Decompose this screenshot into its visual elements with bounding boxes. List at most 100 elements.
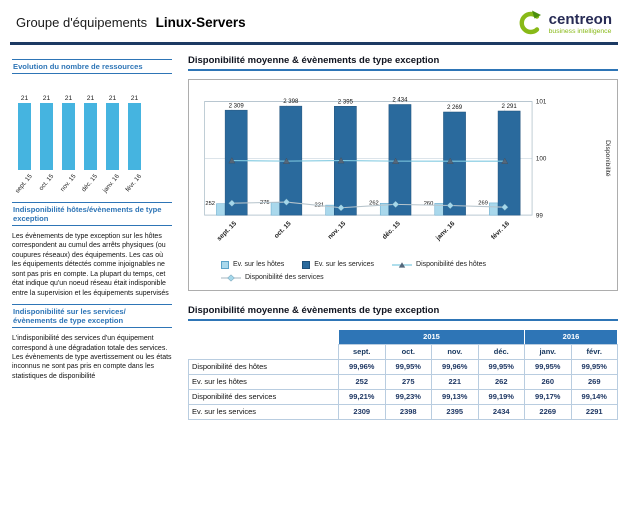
bar-column: 21 oct. 15 (37, 95, 56, 198)
triangle-marker (228, 157, 236, 164)
sidebar-section-title-services: Indisponibilité sur les services/ évènem… (12, 304, 172, 329)
legend-row: Disponibilité des services (193, 273, 613, 283)
legend-swatch (302, 260, 311, 269)
value-cell: 99,96% (338, 358, 386, 375)
content: Evolution du nombre de ressources 21 sept… (0, 45, 628, 420)
value-cell: 269 (570, 373, 618, 390)
value-cell: 2309 (338, 403, 386, 420)
x-axis-label: janv. 16 (434, 220, 457, 243)
value-cell: 2291 (570, 403, 618, 420)
availability-line (231, 160, 505, 162)
axis-tick-label: 99 (536, 212, 543, 219)
resource-bar (128, 103, 141, 170)
resource-bar (18, 103, 31, 170)
bar-value-label: 262 (369, 201, 379, 207)
bar-column: 21 déc. 15 (81, 95, 100, 198)
legend-label: Ev. sur les services (314, 261, 375, 269)
group-label: Groupe d'équipements (16, 15, 148, 30)
resource-bar (40, 103, 53, 170)
month-header-cell: févr. (570, 343, 618, 360)
x-axis-label: nov. 15 (327, 220, 348, 241)
bar-value-label: 2 398 (283, 99, 299, 105)
value-cell: 221 (431, 373, 479, 390)
bar-ev-services (224, 109, 248, 216)
row-label: Ev. sur les hôtes (188, 373, 339, 390)
table-corner (188, 329, 339, 345)
axis-tick-label: 101 (536, 99, 547, 106)
diamond-marker (392, 200, 400, 208)
month-header-cell: nov. (431, 343, 479, 360)
legend-label: Disponibilité des services (245, 274, 324, 282)
sidebar-section-title-hosts: Indisponibilité hôtes/évènements de type… (12, 202, 172, 226)
bar-ev-services (443, 111, 466, 216)
bar-ev-hotes (489, 202, 499, 216)
value-cell: 275 (384, 373, 432, 390)
diamond-marker (337, 204, 345, 212)
axis-tick-label: 100 (536, 156, 547, 163)
value-cell: 99,13% (431, 388, 479, 405)
table-row: Ev. sur les services 2309 2398 2395 2434 2269… (188, 403, 618, 420)
value-cell: 99,95% (384, 358, 432, 375)
x-axis-label-slot: janv. 16 (102, 170, 121, 198)
right-axis-title: Disponibilité (604, 140, 611, 177)
value-cell: 2434 (477, 403, 525, 420)
centreon-logo: centreon business intelligence (518, 10, 612, 36)
row-label: Disponibilité des hôtes (188, 358, 339, 375)
bar-value-label: 252 (205, 201, 215, 207)
logo-text: centreon business intelligence (549, 12, 612, 35)
table-section-title: Disponibilité moyenne & évènements de ty… (188, 305, 618, 321)
bar-value-label: 2 269 (447, 105, 463, 111)
bar-ev-hotes (216, 203, 226, 216)
diamond-marker (446, 201, 454, 210)
x-axis-label: sept. 15 (216, 220, 238, 242)
month-header-row: sept. oct. nov. déc. janv. févr. (188, 343, 618, 360)
table-row: Ev. sur les hôtes 252 275 221 262 260 269 (188, 373, 618, 390)
bar-value-label: 269 (478, 200, 488, 206)
legend-item: Ev. sur les services (302, 260, 374, 270)
row-label: Ev. sur les services (188, 403, 339, 420)
bar-value-label: 2 395 (338, 99, 354, 105)
triangle-marker (446, 157, 454, 164)
bar-ev-services (388, 104, 412, 216)
report-header: Groupe d'équipements Linux-Servers centr… (10, 0, 618, 45)
logo-brand: centreon (548, 10, 612, 28)
triangle-marker (337, 157, 345, 164)
legend-swatch (221, 260, 229, 269)
bar-value-label: 21 (130, 95, 139, 102)
value-cell: 260 (524, 373, 572, 390)
table-row: Disponibilité des hôtes 99,96% 99,95% 99,96… (188, 358, 618, 375)
combo-chart-plot: 99 100 101 2 309 252 2 398 275 2 395 221 2 434 262… (193, 88, 613, 257)
sidebar-section-body-services: L'indisponibilité des services d'un équi… (12, 335, 172, 380)
availability-line (231, 201, 505, 209)
bar-value-label: 21 (20, 95, 29, 102)
value-cell: 99,95% (477, 358, 525, 375)
row-label: Disponibilité des services (188, 388, 339, 405)
month-header-cell: sept. (338, 343, 386, 360)
bar-column: 21 nov. 15 (59, 95, 77, 198)
year-header-cell: 2016 (524, 328, 618, 345)
resource-bar (62, 103, 75, 170)
value-cell: 99,96% (431, 358, 479, 375)
diamond-marker (228, 199, 236, 207)
sidebar-chart-title: Evolution du nombre de ressources (12, 59, 172, 74)
logo-tagline: business intelligence (548, 27, 612, 35)
bar-value-label: 21 (64, 95, 73, 102)
bar-value-label: 21 (86, 95, 95, 102)
legend-row: Ev. sur les hôtes Ev. sur les services Dis… (193, 260, 613, 270)
plot-border (204, 101, 533, 216)
x-axis-label: oct. 15 (273, 220, 293, 240)
diamond-marker (282, 198, 290, 206)
resource-bar (84, 103, 97, 170)
value-cell: 99,21% (338, 388, 386, 405)
triangle-marker (501, 157, 509, 164)
resources-bar-chart: 21 sept. 15 21 oct. 15 21 nov. 15 21 déc. 15 21 j… (12, 80, 172, 198)
legend-label: Ev. sur les hôtes (233, 261, 285, 269)
value-cell: 99,95% (524, 358, 572, 375)
bar-value-label: 260 (424, 201, 434, 207)
value-cell: 99,17% (524, 388, 572, 405)
bar-ev-hotes (270, 202, 280, 216)
x-axis-label-slot: nov. 15 (59, 170, 77, 198)
bar-column: 21 janv. 16 (102, 95, 121, 198)
x-axis-label: oct. 15 (37, 173, 56, 192)
x-axis-label: sept. 15 (13, 173, 34, 195)
